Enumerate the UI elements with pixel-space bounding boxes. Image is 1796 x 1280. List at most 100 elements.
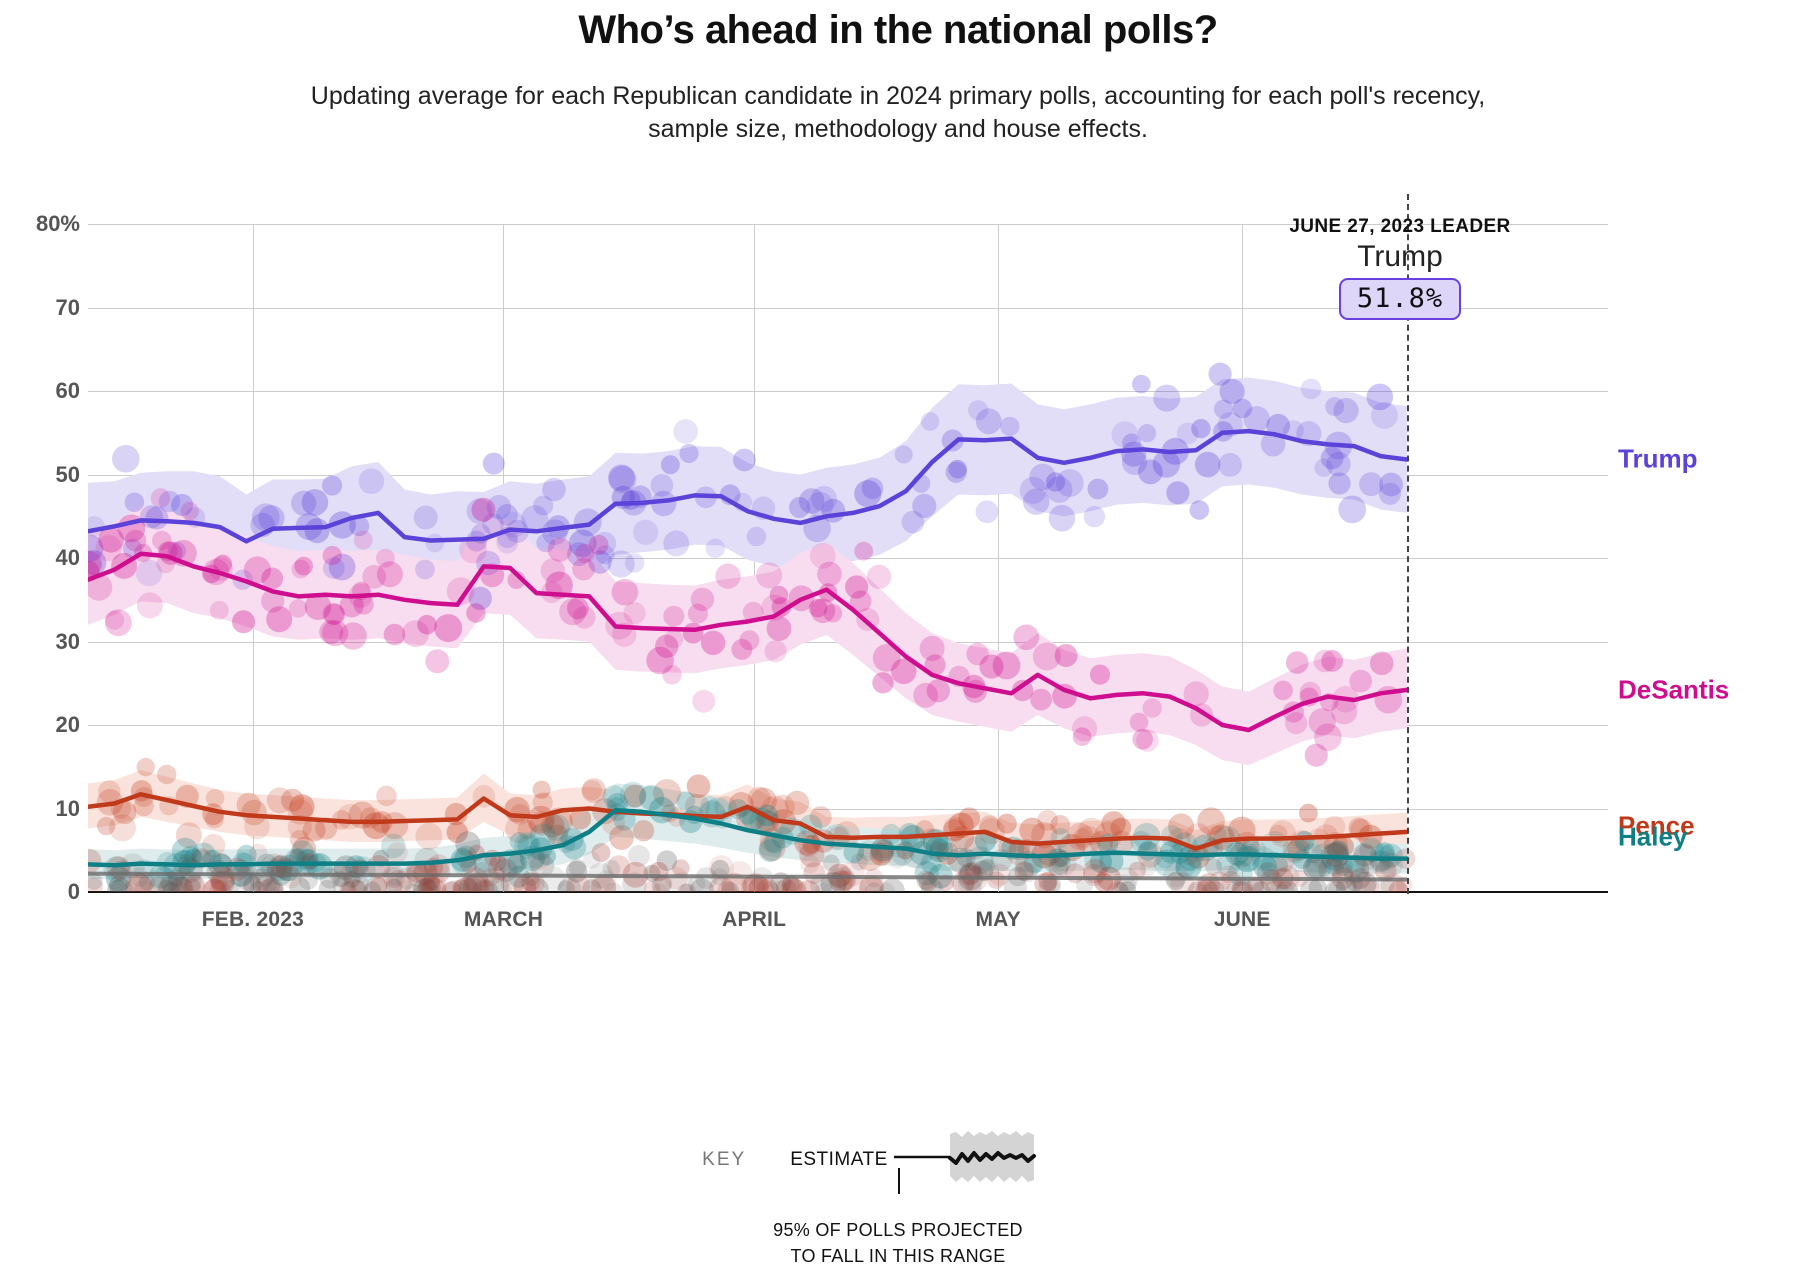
leader-title: JUNE 27, 2023 LEADER	[1289, 216, 1511, 237]
poll-dot	[344, 855, 368, 878]
poll-dot	[747, 786, 771, 810]
poll-dot	[1333, 398, 1359, 424]
y-axis-tick-label: 80%	[35, 211, 80, 236]
poll-dot	[890, 658, 917, 685]
poll-dot	[301, 489, 329, 516]
poll-dot	[1353, 871, 1377, 892]
y-axis-tick-label: 20	[55, 712, 80, 737]
poll-dot	[975, 408, 1002, 435]
poll-dot	[588, 534, 609, 555]
poll-dot	[1353, 843, 1377, 867]
poll-dot	[705, 538, 725, 558]
poll-dot	[124, 529, 147, 552]
poll-dot	[322, 557, 345, 579]
poll-dot	[1318, 856, 1344, 883]
poll-dot	[109, 878, 134, 892]
chart-key: KEY ESTIMATE 95% OF POLLS PROJECTED TO F…	[0, 1130, 1796, 1269]
poll-dot	[581, 778, 607, 803]
poll-dot	[1323, 842, 1349, 868]
poll-dot	[687, 603, 708, 624]
poll-dot	[700, 630, 726, 655]
gridline-vertical	[998, 224, 1000, 892]
poll-dot	[394, 880, 417, 892]
poll-dot	[404, 883, 421, 892]
poll-dot	[1175, 853, 1202, 880]
poll-dot	[1089, 831, 1113, 855]
poll-dot	[366, 876, 388, 892]
poll-dot	[1323, 815, 1346, 838]
poll-dot	[926, 679, 950, 703]
poll-dot	[349, 516, 370, 537]
poll-dot	[775, 878, 797, 892]
poll-dot	[529, 823, 557, 851]
poll-dot	[540, 558, 565, 583]
poll-dot	[1175, 857, 1196, 878]
poll-dot	[323, 603, 346, 625]
poll-dot	[1189, 500, 1210, 520]
poll-dot	[575, 543, 595, 563]
trend-line-desantis	[88, 551, 1410, 733]
poll-dot	[1050, 815, 1071, 835]
poll-dot	[134, 880, 154, 892]
x-axis-tick-label: FEB. 2023	[201, 908, 304, 931]
poll-dot	[1264, 879, 1289, 892]
poll-dot	[894, 445, 913, 464]
poll-dot	[709, 876, 735, 892]
poll-dot	[1176, 422, 1199, 445]
poll-dot	[289, 794, 315, 820]
poll-dot	[1266, 413, 1290, 438]
poll-dot	[1328, 472, 1351, 495]
poll-dot	[322, 620, 349, 647]
poll-dot	[1208, 362, 1232, 386]
poll-dot	[351, 875, 370, 892]
poll-dot	[1366, 383, 1394, 411]
poll-dot	[1205, 858, 1223, 876]
poll-dot	[98, 780, 121, 803]
poll-dot	[290, 840, 314, 864]
poll-dot	[1243, 406, 1270, 433]
poll-dot	[591, 843, 611, 863]
poll-dot	[1201, 879, 1225, 892]
poll-dot	[1187, 881, 1208, 892]
poll-dot	[1168, 813, 1195, 840]
poll-dot	[95, 535, 122, 562]
poll-dot	[859, 875, 884, 892]
poll-dot	[270, 854, 293, 878]
poll-dot	[478, 880, 495, 892]
leader-name: Trump	[1357, 240, 1443, 273]
gridline-horizontal	[88, 307, 1608, 309]
poll-dot	[1153, 384, 1181, 412]
series-label-trump: Trump	[1618, 443, 1698, 474]
poll-dot	[684, 794, 710, 820]
poll-dot	[280, 866, 302, 889]
poll-dot	[289, 877, 311, 892]
poll-dot	[421, 873, 447, 892]
key-caption: 95% OF POLLS PROJECTED TO FALL IN THIS R…	[0, 1217, 1796, 1269]
poll-dot	[686, 774, 711, 798]
poll-dot	[1251, 881, 1271, 892]
trend-line-other	[88, 871, 1408, 882]
poll-dot	[383, 623, 406, 646]
poll-dot	[171, 493, 194, 517]
poll-dot	[1087, 478, 1109, 500]
poll-dot	[505, 815, 533, 843]
trend-line-haley	[88, 807, 1410, 868]
poll-dot	[172, 850, 198, 875]
poll-dot	[1029, 463, 1056, 491]
poll-dot	[462, 874, 488, 892]
poll-dot	[1013, 624, 1039, 651]
poll-dot	[415, 882, 433, 892]
poll-dot	[1303, 856, 1328, 881]
poll-dot	[353, 530, 373, 550]
y-axis-tick-label: 50	[55, 461, 80, 487]
poll-dot	[1314, 723, 1342, 752]
y-axis-tick-label: 0	[67, 879, 80, 904]
poll-dot	[1369, 651, 1394, 676]
poll-dot	[167, 872, 188, 892]
series-label-pence: Pence	[1618, 810, 1695, 841]
poll-dot	[593, 531, 617, 555]
poll-dot	[349, 880, 369, 892]
poll-dot	[235, 864, 261, 891]
poll-dot	[965, 878, 982, 892]
poll-dot	[249, 843, 268, 863]
